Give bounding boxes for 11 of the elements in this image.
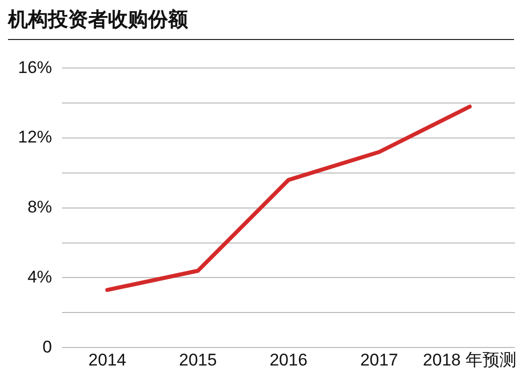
y-tick-label: 16% xyxy=(18,58,52,77)
y-tick-label: 12% xyxy=(18,128,52,147)
x-tick-label: 2018 年预测 xyxy=(422,350,516,370)
y-tick-label: 8% xyxy=(27,198,52,217)
x-tick-label: 2017 xyxy=(360,350,398,370)
x-tick-label: 2015 xyxy=(179,350,217,370)
y-tick-label: 4% xyxy=(27,267,52,286)
x-tick-label: 2016 xyxy=(270,350,308,370)
chart-title: 机构投资者收购份额 xyxy=(8,6,514,40)
x-tick-label: 2014 xyxy=(88,350,126,370)
y-tick-label: 0 xyxy=(42,337,52,356)
